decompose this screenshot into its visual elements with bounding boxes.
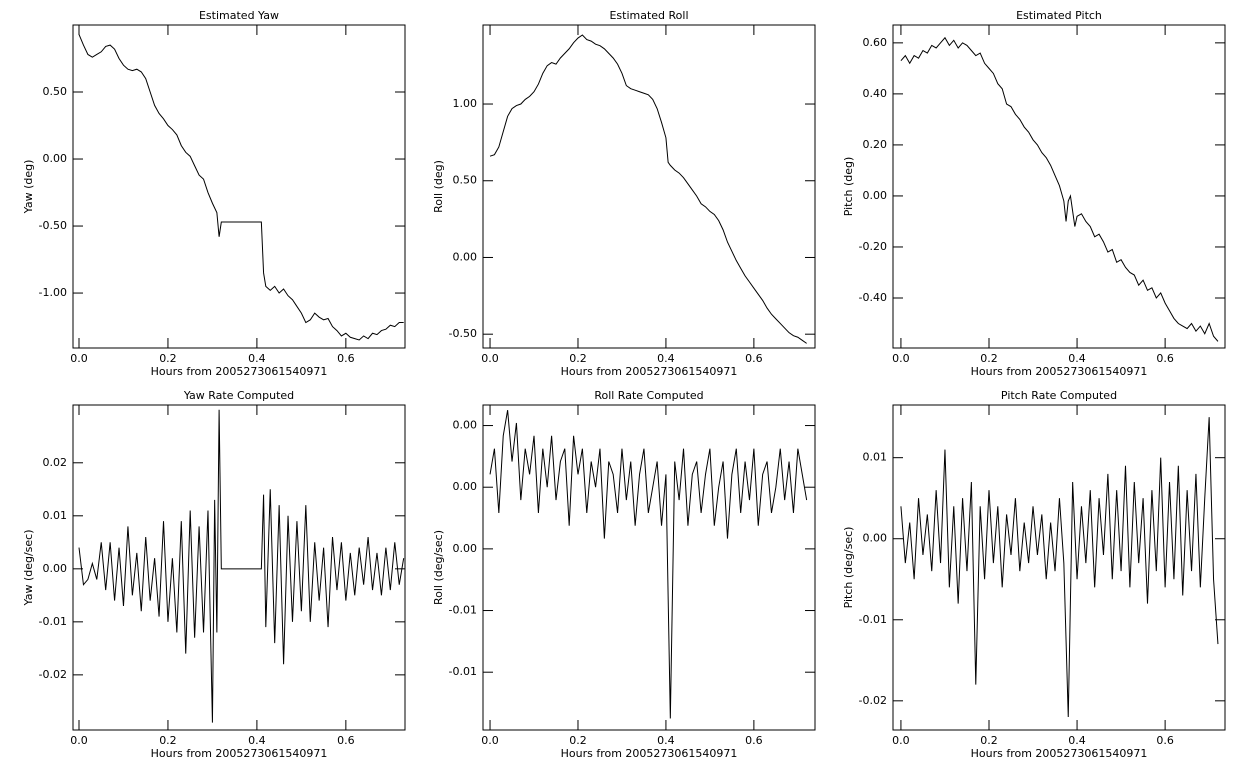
plot-frame <box>72 24 406 349</box>
x-tick-label: 0.4 <box>657 352 675 365</box>
y-tick-label: 0.00 <box>43 562 68 575</box>
y-tick-label: 0.00 <box>453 480 478 493</box>
subplot: Roll Rate Computed Hours from 20052730615… <box>432 389 816 760</box>
y-tick-label: -0.50 <box>449 327 477 340</box>
data-line <box>900 417 1219 718</box>
y-axis-label: Pitch (deg/sec) <box>842 527 855 609</box>
y-tick-label: 0.00 <box>43 152 68 165</box>
y-tick-label: -0.01 <box>449 604 477 617</box>
y-tick-label: 0.00 <box>863 189 888 202</box>
x-tick-label: 0.2 <box>980 352 998 365</box>
x-tick-label: 0.0 <box>892 734 910 747</box>
y-tick-label: -1.00 <box>39 286 67 299</box>
y-axis-label: Roll (deg) <box>432 160 445 213</box>
plot-frame <box>482 24 816 349</box>
y-axis-label: Roll (deg/sec) <box>432 530 445 605</box>
y-tick-label: 0.00 <box>453 542 478 555</box>
x-tick-label: 0.0 <box>892 352 910 365</box>
data-line <box>489 34 807 344</box>
y-tick-label: 1.00 <box>453 97 478 110</box>
plot-frame <box>72 404 406 731</box>
x-tick-label: 0.2 <box>159 734 177 747</box>
chart-title: Roll Rate Computed <box>594 389 703 402</box>
y-tick-label: 0.20 <box>863 138 888 151</box>
y-tick-label: -0.01 <box>39 615 67 628</box>
y-tick-label: 0.00 <box>863 532 888 545</box>
x-tick-label: 0.4 <box>1068 352 1086 365</box>
y-tick-label: -0.01 <box>859 613 887 626</box>
x-tick-label: 0.0 <box>481 734 499 747</box>
plot-frame <box>892 404 1226 731</box>
y-axis-label: Yaw (deg/sec) <box>22 529 35 606</box>
x-tick-label: 0.4 <box>657 734 675 747</box>
y-tick-label: 0.00 <box>453 419 478 432</box>
subplot: Yaw Rate Computed Hours from 200527306154… <box>22 389 406 760</box>
data-line <box>78 34 404 341</box>
data-line <box>900 36 1219 342</box>
y-tick-label: -0.50 <box>39 219 67 232</box>
x-tick-label: 0.2 <box>569 352 587 365</box>
y-tick-label: 0.60 <box>863 36 888 49</box>
y-tick-label: 0.40 <box>863 87 888 100</box>
data-line <box>489 410 808 719</box>
y-tick-label: 0.02 <box>43 456 68 469</box>
y-axis-label: Pitch (deg) <box>842 157 855 217</box>
y-tick-label: -0.02 <box>859 694 887 707</box>
x-tick-label: 0.2 <box>569 734 587 747</box>
y-tick-label: -0.02 <box>39 668 67 681</box>
chart-title: Estimated Roll <box>609 9 688 22</box>
chart-title: Estimated Yaw <box>199 9 279 22</box>
y-tick-label: -0.20 <box>859 240 887 253</box>
y-tick-label: 0.01 <box>863 451 888 464</box>
x-tick-label: 0.0 <box>481 352 499 365</box>
y-tick-label: 0.00 <box>453 250 478 263</box>
x-tick-label: 0.4 <box>1068 734 1086 747</box>
y-tick-label: -0.01 <box>449 665 477 678</box>
x-axis-label: Hours from 2005273061540971 <box>151 365 328 378</box>
x-axis-label: Hours from 2005273061540971 <box>971 747 1148 760</box>
x-tick-label: 0.0 <box>70 352 88 365</box>
subplot: Pitch Rate Computed Hours from 2005273061… <box>842 389 1226 760</box>
plot-frame <box>892 24 1226 349</box>
x-tick-label: 0.6 <box>337 352 355 365</box>
x-tick-label: 0.6 <box>1156 734 1174 747</box>
plot-frame <box>482 404 816 731</box>
subplot: Estimated Roll Hours from 200527306154097… <box>432 9 816 378</box>
x-tick-label: 0.4 <box>248 734 266 747</box>
y-tick-label: -0.40 <box>859 291 887 304</box>
y-tick-label: 0.01 <box>43 509 68 522</box>
chart-title: Pitch Rate Computed <box>1001 389 1117 402</box>
subplot: Estimated Yaw Hours from 2005273061540971… <box>22 9 406 378</box>
chart-title: Estimated Pitch <box>1016 9 1102 22</box>
x-axis-label: Hours from 2005273061540971 <box>561 365 738 378</box>
x-tick-label: 0.6 <box>1156 352 1174 365</box>
x-tick-label: 0.2 <box>159 352 177 365</box>
y-tick-label: 0.50 <box>43 85 68 98</box>
x-axis-label: Hours from 2005273061540971 <box>971 365 1148 378</box>
x-axis-label: Hours from 2005273061540971 <box>151 747 328 760</box>
x-tick-label: 0.2 <box>980 734 998 747</box>
x-axis-label: Hours from 2005273061540971 <box>561 747 738 760</box>
x-tick-label: 0.4 <box>248 352 266 365</box>
subplot: Estimated Pitch Hours from 20052730615409… <box>842 9 1226 378</box>
chart-title: Yaw Rate Computed <box>183 389 294 402</box>
x-tick-label: 0.0 <box>70 734 88 747</box>
y-axis-label: Yaw (deg) <box>22 160 35 215</box>
y-tick-label: 0.50 <box>453 174 478 187</box>
x-tick-label: 0.6 <box>745 734 763 747</box>
data-line <box>78 409 405 723</box>
x-tick-label: 0.6 <box>337 734 355 747</box>
x-tick-label: 0.6 <box>745 352 763 365</box>
